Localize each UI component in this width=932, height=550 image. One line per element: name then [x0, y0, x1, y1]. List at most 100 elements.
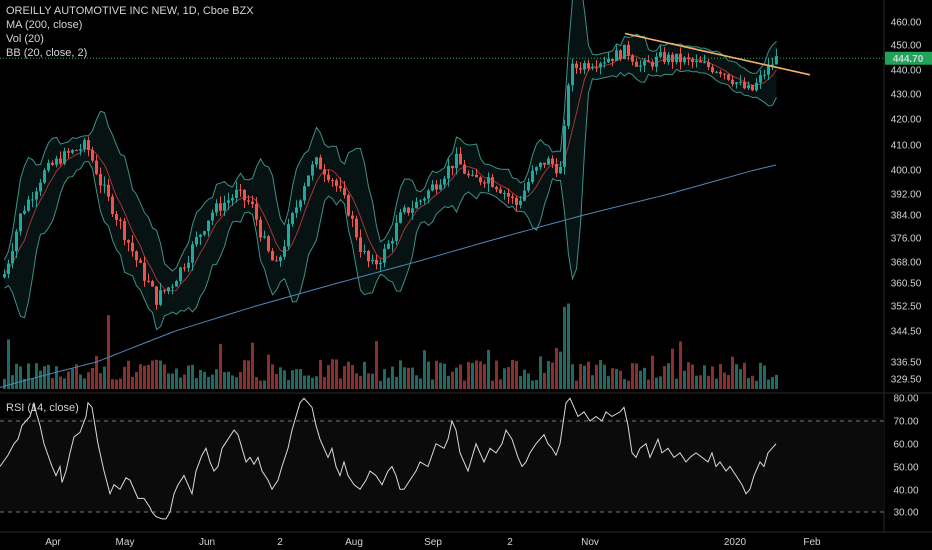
volume-bar — [383, 369, 386, 389]
candle-body — [687, 57, 690, 60]
volume-bar — [319, 359, 322, 389]
volume-bar — [355, 373, 358, 389]
volume-bar — [403, 367, 406, 389]
candle-body — [215, 203, 218, 213]
legend-rsi[interactable]: RSI (14, close) — [6, 402, 79, 414]
volume-bar — [315, 376, 318, 389]
volume-bar — [71, 368, 74, 389]
candle-body — [563, 125, 566, 167]
price-tick-label: 420.00 — [891, 115, 922, 126]
volume-bar — [735, 364, 738, 389]
time-tick-label: 2 — [507, 537, 513, 548]
candle-body — [523, 190, 526, 201]
price-tick-label: 352.50 — [891, 302, 922, 313]
last-price-label: 444.70 — [893, 54, 924, 65]
candle-body — [339, 186, 342, 189]
volume-bar — [687, 362, 690, 389]
candle-body — [439, 184, 442, 190]
volume-bar — [527, 373, 530, 389]
candle-body — [379, 262, 382, 265]
candle-body — [467, 173, 470, 176]
candle-body — [211, 212, 214, 221]
volume-bar — [219, 343, 222, 389]
volume-bar — [415, 375, 418, 389]
volume-bar — [107, 315, 110, 389]
candle-body — [263, 236, 266, 238]
volume-bar — [395, 376, 398, 389]
candle-body — [11, 251, 14, 264]
volume-bar — [3, 378, 6, 389]
volume-bar — [243, 360, 246, 389]
price-tick-label: 368.00 — [891, 258, 922, 269]
candle-body — [167, 287, 170, 292]
volume-bar — [251, 342, 254, 389]
volume-bar — [35, 363, 38, 389]
legend-volume[interactable]: Vol (20) — [6, 33, 44, 45]
legend-bollinger[interactable]: BB (20, close, 2) — [6, 47, 88, 59]
candle-body — [619, 50, 622, 60]
volume-bar — [551, 362, 554, 389]
candle-body — [371, 259, 374, 262]
candle-body — [395, 222, 398, 241]
volume-bar — [43, 366, 46, 389]
candle-body — [703, 62, 706, 64]
volume-bar — [555, 347, 558, 389]
candle-body — [279, 256, 282, 262]
candle-body — [751, 85, 754, 91]
candle-body — [447, 165, 450, 179]
time-axis: Apr May Jun 2 Aug Sep 2 Nov 2020 Feb — [45, 537, 821, 548]
time-tick-label: Jun — [199, 537, 215, 548]
volume-bar — [287, 379, 290, 389]
volume-bar — [47, 364, 50, 389]
legend-ma200[interactable]: MA (200, close) — [6, 19, 83, 31]
volume-bar — [135, 371, 138, 389]
candle-body — [691, 59, 694, 62]
candle-body — [127, 240, 130, 243]
volume-bar — [239, 371, 242, 389]
candle-body — [571, 63, 574, 86]
candle-body — [235, 189, 238, 199]
candle-body — [27, 199, 30, 211]
candle-body — [319, 157, 322, 170]
time-tick-label: Nov — [581, 537, 599, 548]
volume-bar — [283, 370, 286, 389]
candle-body — [595, 67, 598, 69]
candle-body — [699, 60, 702, 63]
volume-bar — [199, 369, 202, 389]
volume-bar — [579, 364, 582, 389]
candle-body — [107, 184, 110, 197]
volume-bar — [679, 341, 682, 389]
candle-body — [191, 244, 194, 263]
candle-body — [551, 158, 554, 165]
volume-bar — [731, 356, 734, 389]
volume-bar — [431, 379, 434, 389]
candle-body — [79, 149, 82, 151]
volume-bar — [763, 365, 766, 389]
candle-body — [623, 44, 626, 60]
price-tick-label: 450.00 — [891, 41, 922, 52]
candle-body — [303, 186, 306, 201]
volume-bar — [447, 375, 450, 389]
volume-bar — [79, 374, 82, 389]
volume-bar — [543, 372, 546, 389]
candle-body — [19, 213, 22, 232]
candle-body — [143, 262, 146, 281]
price-tick-label: 344.50 — [891, 327, 922, 338]
volume-bar — [443, 363, 446, 389]
resistance-trendline[interactable] — [624, 32, 811, 76]
candle-body — [575, 63, 578, 69]
volume-bar — [99, 373, 102, 389]
candle-body — [471, 174, 474, 176]
candle-body — [743, 81, 746, 89]
candle-body — [519, 200, 522, 205]
volume-bar — [603, 364, 606, 389]
candle-body — [115, 214, 118, 220]
volume-bar — [747, 378, 750, 389]
candle-body — [119, 219, 122, 221]
volume-bar — [531, 380, 534, 389]
ma200-line — [0, 164, 777, 388]
volume-bar — [559, 351, 562, 389]
candle-body — [655, 56, 658, 67]
price-tick-label: 400.00 — [891, 166, 922, 177]
